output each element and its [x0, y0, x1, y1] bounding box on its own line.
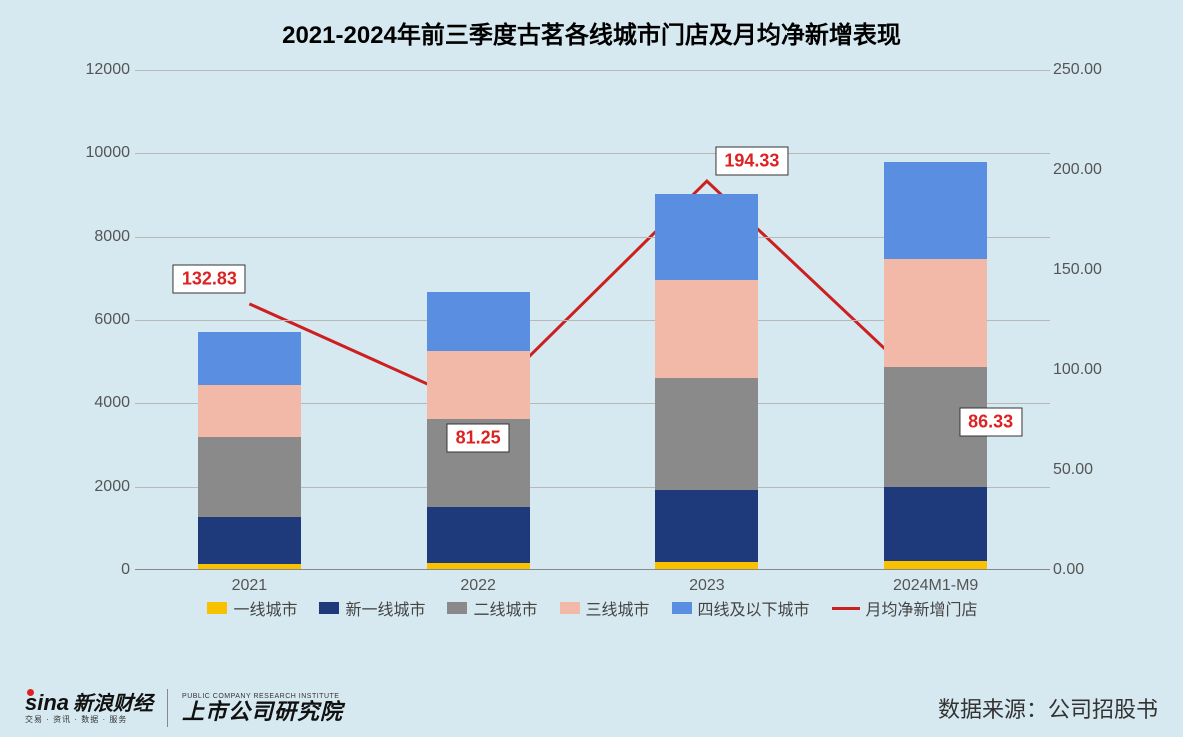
legend-item: 三线城市 — [560, 596, 650, 620]
legend-swatch — [672, 602, 692, 614]
institute-logo: PUBLIC COMPANY RESEARCH INSTITUTE 上市公司研究… — [182, 693, 343, 723]
institute-brand: 上市公司研究院 — [182, 701, 343, 723]
y-left-tick: 12000 — [60, 61, 130, 79]
bar-segment — [655, 562, 758, 570]
bar-segment — [198, 437, 301, 517]
sina-eye-icon: sina — [25, 692, 69, 714]
chart-container: 0 2000 4000 6000 8000 10000 12000 0.00 50.00 100… — [60, 60, 1123, 620]
legend-label: 二线城市 — [473, 596, 537, 620]
bar-segment — [198, 385, 301, 438]
legend-swatch — [319, 602, 339, 614]
data-label: 132.83 — [173, 265, 246, 294]
footer: sina 新浪财经 交易 · 资讯 · 数据 · 服务 PUBLIC COMPA… — [0, 689, 1183, 727]
bar-segment — [427, 292, 530, 351]
bar-segment — [655, 378, 758, 490]
sina-finance-logo: sina 新浪财经 交易 · 资讯 · 数据 · 服务 — [25, 692, 153, 724]
bar-group — [884, 69, 987, 569]
y-right-tick: 250.00 — [1053, 61, 1123, 79]
legend-item: 新一线城市 — [319, 596, 425, 620]
bar-group — [427, 69, 530, 569]
y-left-tick: 0 — [60, 561, 130, 579]
legend-swatch — [560, 602, 580, 614]
y-right-tick: 0.00 — [1053, 561, 1123, 579]
legend-line-icon — [832, 607, 860, 610]
data-label: 81.25 — [447, 423, 510, 452]
x-axis-label: 2024M1-M9 — [893, 577, 978, 595]
legend-item: 一线城市 — [207, 596, 297, 620]
footer-logos: sina 新浪财经 交易 · 资讯 · 数据 · 服务 PUBLIC COMPA… — [25, 689, 343, 727]
bar-segment — [884, 162, 987, 260]
y-left-tick: 4000 — [60, 394, 130, 412]
line-series — [249, 181, 935, 407]
bar-segment — [655, 194, 758, 280]
y-right-tick: 150.00 — [1053, 261, 1123, 279]
legend-swatch — [447, 602, 467, 614]
x-axis-label: 2022 — [460, 577, 496, 595]
x-axis-label: 2021 — [232, 577, 268, 595]
y-right-tick: 100.00 — [1053, 361, 1123, 379]
legend-label: 四线及以下城市 — [698, 596, 810, 620]
y-left-tick: 8000 — [60, 228, 130, 246]
bar-segment — [198, 332, 301, 385]
legend-item: 四线及以下城市 — [672, 596, 810, 620]
y-right-tick: 50.00 — [1053, 461, 1123, 479]
bar-segment — [427, 507, 530, 563]
legend-label: 新一线城市 — [345, 596, 425, 620]
sina-subtext: 交易 · 资讯 · 数据 · 服务 — [25, 716, 153, 724]
legend: 一线城市 新一线城市 二线城市 三线城市 四线及以下城市 月均净新增门店 — [135, 596, 1050, 620]
bar-segment — [655, 490, 758, 562]
legend-label: 一线城市 — [233, 596, 297, 620]
logo-divider — [167, 689, 168, 727]
legend-label: 三线城市 — [586, 596, 650, 620]
data-source: 数据来源：公司招股书 — [938, 692, 1158, 724]
legend-item: 二线城市 — [447, 596, 537, 620]
bar-group — [655, 69, 758, 569]
y-left-tick: 6000 — [60, 311, 130, 329]
legend-swatch — [207, 602, 227, 614]
chart-title: 2021-2024年前三季度古茗各线城市门店及月均净新增表现 — [0, 0, 1183, 50]
data-label: 86.33 — [959, 408, 1022, 437]
sina-brand-text: 新浪财经 — [73, 694, 153, 714]
bar-group — [198, 69, 301, 569]
plot-area: 2021202220232024M1-M9132.8381.25194.3386… — [135, 70, 1050, 570]
bar-segment — [884, 487, 987, 561]
bar-segment — [198, 517, 301, 564]
legend-label: 月均净新增门店 — [866, 596, 978, 620]
legend-item: 月均净新增门店 — [832, 596, 978, 620]
y-left-tick: 10000 — [60, 144, 130, 162]
bar-segment — [427, 563, 530, 569]
x-axis-label: 2023 — [689, 577, 725, 595]
bar-segment — [884, 259, 987, 367]
bar-segment — [427, 351, 530, 419]
y-right-tick: 200.00 — [1053, 161, 1123, 179]
bar-segment — [655, 280, 758, 378]
bar-segment — [884, 561, 987, 569]
y-left-tick: 2000 — [60, 478, 130, 496]
data-label: 194.33 — [715, 147, 788, 176]
bar-segment — [198, 564, 301, 569]
